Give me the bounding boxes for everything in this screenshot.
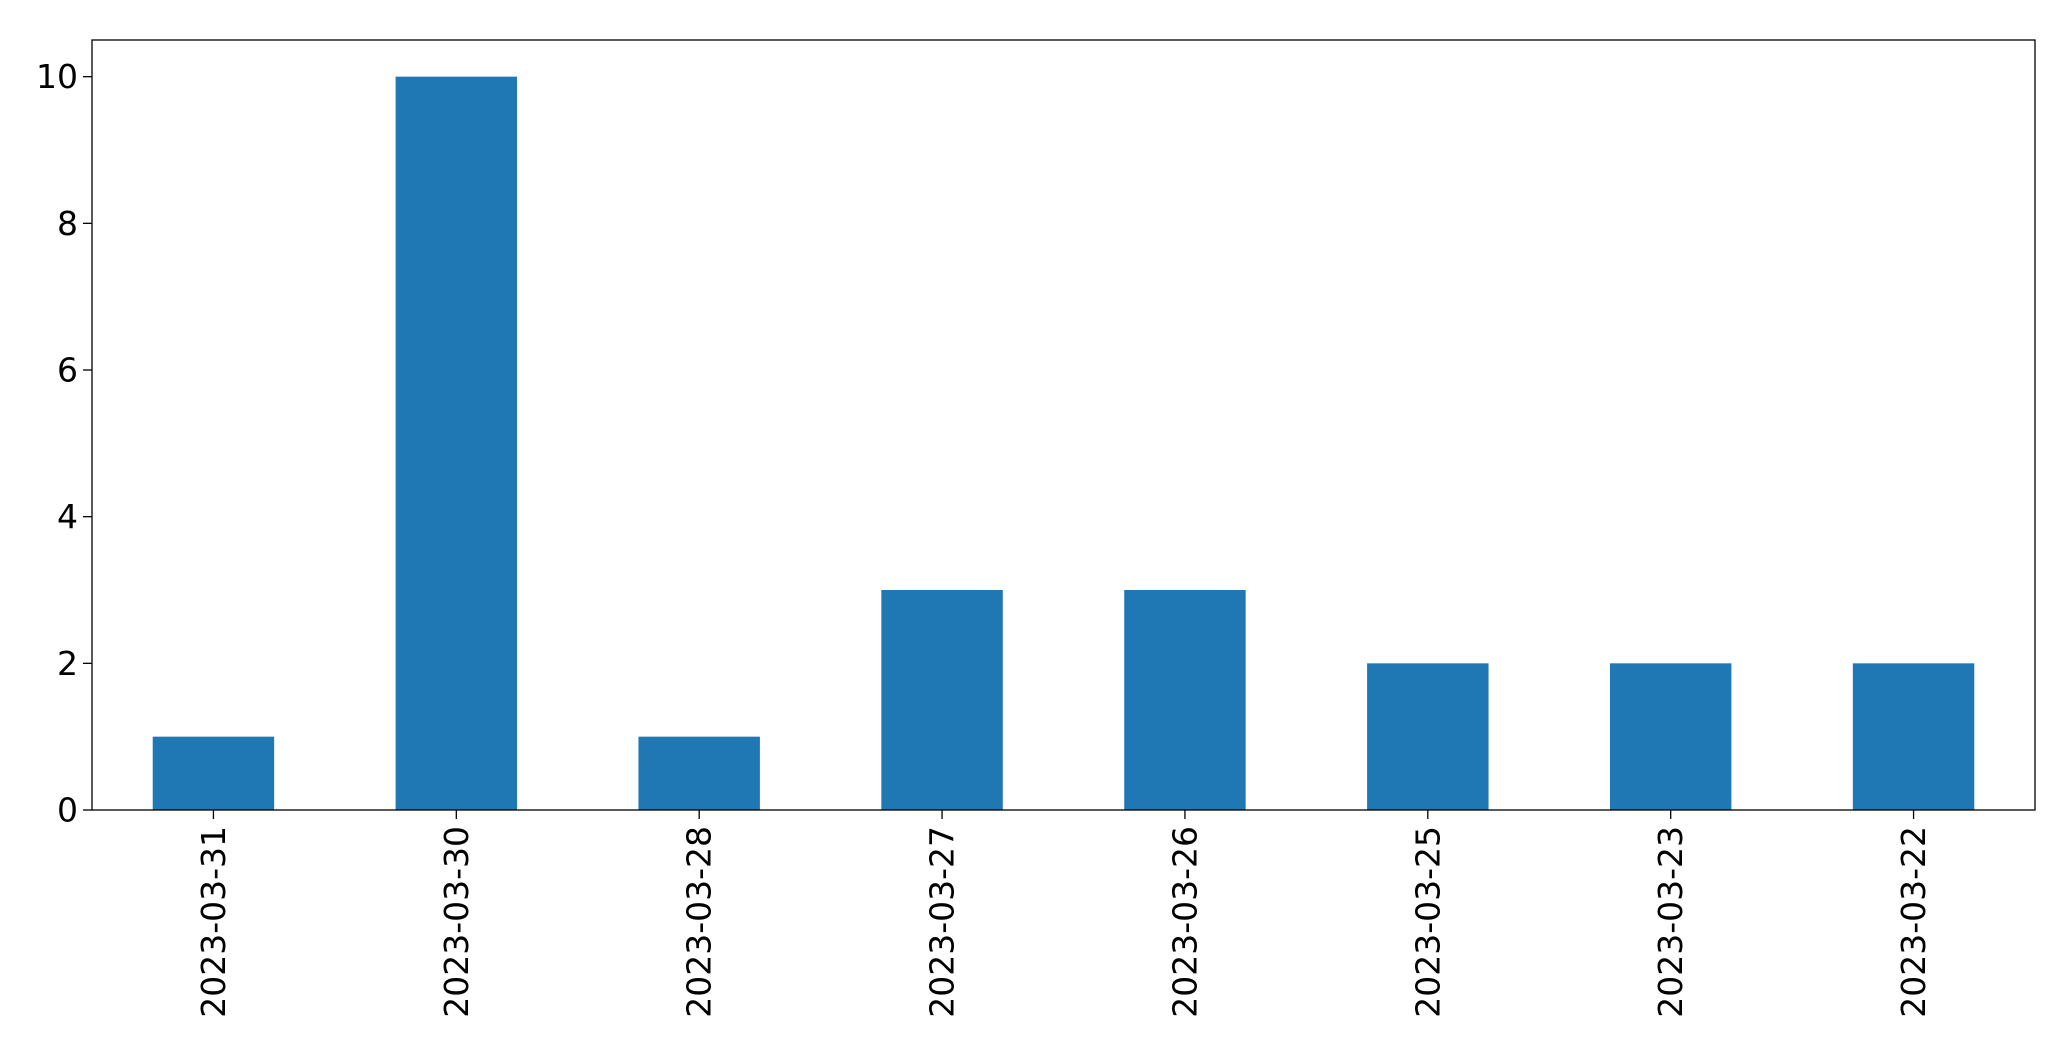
bar-2023-03-31 xyxy=(152,736,275,810)
y-tick-label: 4 xyxy=(57,497,78,536)
bar-2023-03-23 xyxy=(1609,663,1732,810)
y-tick-label: 10 xyxy=(36,57,78,96)
y-tick-label: 6 xyxy=(57,351,78,390)
bars-group xyxy=(152,76,1975,810)
y-tick-label: 0 xyxy=(57,791,78,830)
bar-2023-03-30 xyxy=(395,76,518,810)
y-tick-label: 2 xyxy=(57,644,78,683)
x-tick-label: 2023-03-26 xyxy=(1165,826,1204,1018)
bar-2023-03-28 xyxy=(638,736,760,810)
bar-2023-03-27 xyxy=(881,590,1003,810)
y-tick-label: 8 xyxy=(57,204,78,243)
x-tick-label: 2023-03-31 xyxy=(194,826,233,1018)
x-tick-label: 2023-03-30 xyxy=(437,826,476,1018)
x-tick-label: 2023-03-22 xyxy=(1894,826,1933,1018)
bar-2023-03-22 xyxy=(1852,663,1975,810)
x-tick-label: 2023-03-25 xyxy=(1408,826,1447,1018)
plot-frame xyxy=(91,39,2036,811)
x-axis: 2023-03-31 2023-03-30 2023-03-28 2023-03-27… xyxy=(194,810,1933,1018)
y-axis: 0 2 4 6 8 10 xyxy=(36,57,92,830)
x-tick-label: 2023-03-28 xyxy=(680,826,719,1018)
bar-2023-03-26 xyxy=(1124,590,1246,810)
bar-2023-03-25 xyxy=(1367,663,1489,810)
x-tick-label: 2023-03-23 xyxy=(1651,826,1690,1018)
x-tick-label: 2023-03-27 xyxy=(923,826,962,1018)
